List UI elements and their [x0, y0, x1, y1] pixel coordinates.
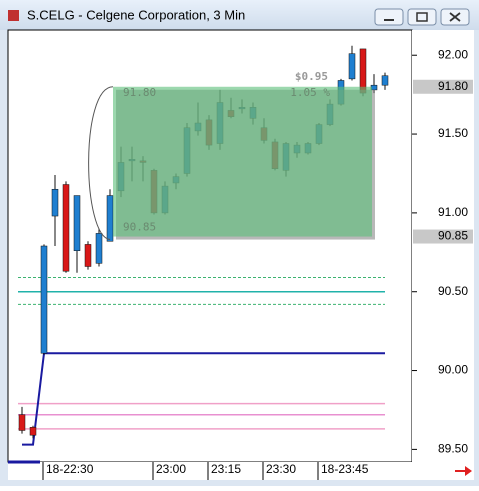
- candle-body: [359, 48, 367, 94]
- measure-box: [113, 86, 372, 237]
- x-tick-label: 23:30: [266, 462, 296, 476]
- candle-body: [18, 414, 26, 431]
- price-tag-label: 90.85: [438, 229, 468, 243]
- candle-body: [40, 245, 48, 354]
- candle-body: [51, 188, 59, 217]
- scroll-arrow[interactable]: [455, 466, 472, 476]
- x-tick-label: 18-23:45: [321, 462, 369, 476]
- measure-curve: [88, 86, 114, 241]
- y-tick-label: 89.50: [438, 442, 468, 456]
- x-tick-label: 23:15: [211, 462, 241, 476]
- y-tick-label: 92.00: [438, 47, 468, 61]
- y-tick-label: 90.00: [438, 363, 468, 377]
- candle-body: [29, 427, 37, 436]
- measure-low-label: 90.85: [123, 221, 156, 234]
- price-tag: [413, 229, 473, 244]
- stop-line: [22, 352, 385, 446]
- x-axis-area: [8, 462, 412, 480]
- x-tick-label: 23:00: [156, 462, 186, 476]
- window-title: S.CELG - Celgene Corporation, 3 Min: [27, 7, 245, 22]
- x-tick-label: 18-22:30: [46, 462, 94, 476]
- measure-high-label: 91.80: [123, 86, 156, 99]
- candle-body: [381, 75, 389, 86]
- candle-body: [106, 195, 114, 242]
- y-tick-label: 91.00: [438, 205, 468, 219]
- plot: 92.00 91.50 91.00 90.50 90.00 89.50 18-22:30 23…: [18, 45, 473, 480]
- y-axis-area: [412, 30, 474, 480]
- price-tag: [413, 79, 473, 94]
- minimize-button[interactable]: [374, 8, 404, 26]
- window-buttons[interactable]: [374, 8, 470, 26]
- price-tag-label: 91.80: [438, 79, 468, 93]
- maximize-button[interactable]: [407, 8, 437, 26]
- close-icon: [449, 12, 461, 22]
- y-tick-label: 91.50: [438, 126, 468, 140]
- candle-body: [62, 184, 70, 272]
- maximize-icon: [416, 12, 428, 22]
- measure-percent: 1.05 %: [290, 86, 330, 99]
- candle-body: [84, 244, 92, 267]
- app-icon: [8, 10, 19, 21]
- y-tick-label: 90.50: [438, 284, 468, 298]
- candle-body: [348, 53, 356, 80]
- measure-change: $0.95: [295, 70, 328, 83]
- candle-body: [73, 195, 81, 251]
- candle-body: [95, 233, 103, 264]
